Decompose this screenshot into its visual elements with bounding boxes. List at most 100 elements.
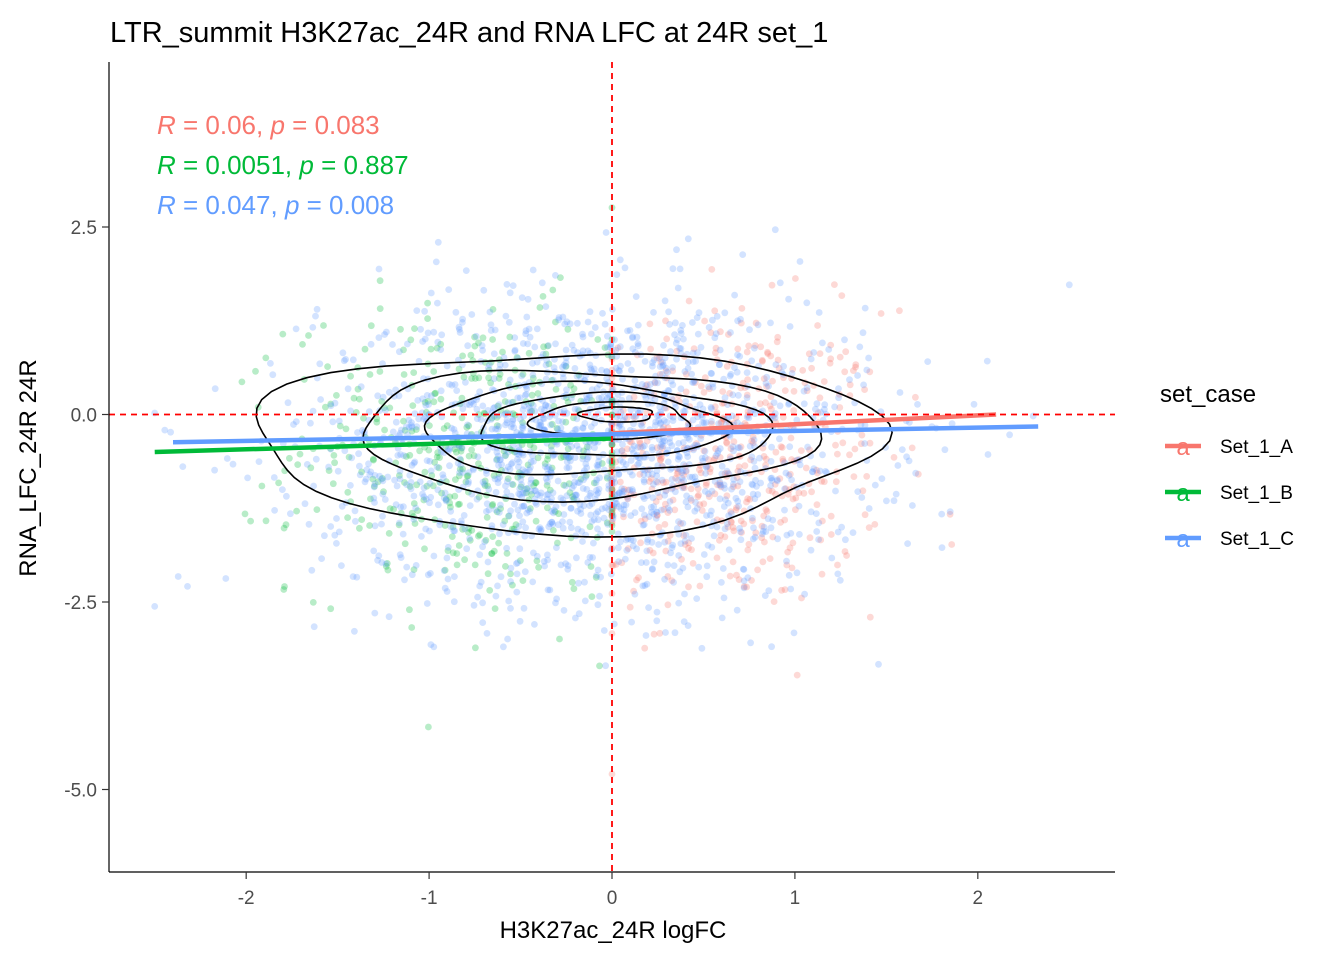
data-point-set-1-a — [733, 474, 741, 481]
data-point-set-1-c — [503, 416, 511, 424]
data-point-set-1-a — [705, 493, 713, 500]
data-point-set-1-a — [653, 511, 661, 519]
data-point-set-1-c — [593, 486, 600, 494]
data-point-set-1-b — [608, 505, 616, 512]
data-point-set-1-c — [631, 509, 639, 516]
data-point-set-1-c — [466, 401, 473, 409]
data-point-set-1-c — [423, 457, 431, 464]
data-point-set-1-c — [614, 544, 622, 552]
data-point-set-1-c — [545, 523, 553, 531]
data-point-set-1-a — [725, 331, 732, 338]
legend-label-set-1-c: Set_1_C — [1220, 529, 1294, 550]
data-point-set-1-c — [725, 546, 733, 554]
data-point-set-1-c — [503, 544, 510, 552]
data-point-set-1-c — [398, 426, 405, 434]
data-point-set-1-c — [565, 464, 573, 471]
data-point-set-1-c — [420, 415, 427, 423]
data-point-set-1-c — [577, 505, 584, 513]
data-point-set-1-c — [773, 476, 781, 484]
data-point-set-1-c — [620, 501, 628, 509]
data-point-set-1-a — [737, 517, 745, 525]
data-point-set-1-c — [353, 573, 361, 581]
data-point-set-1-c — [903, 453, 910, 461]
data-point-set-1-c — [613, 500, 621, 508]
data-point-set-1-b — [313, 506, 321, 513]
data-point-set-1-c — [629, 542, 637, 550]
data-point-set-1-c — [467, 398, 475, 406]
data-point-set-1-c — [465, 469, 473, 476]
data-point-set-1-c — [594, 508, 602, 516]
data-point-set-1-a — [744, 495, 752, 503]
data-point-set-1-c — [640, 471, 648, 478]
data-point-set-1-a — [724, 469, 732, 477]
data-point-set-1-a — [697, 469, 705, 477]
data-point-set-1-c — [578, 528, 586, 535]
data-point-set-1-c — [677, 345, 685, 352]
data-point-set-1-c — [746, 442, 754, 450]
data-point-set-1-c — [803, 299, 811, 307]
data-point-set-1-b — [421, 545, 428, 553]
data-point-set-1-c — [414, 397, 422, 404]
data-point-set-1-c — [776, 402, 784, 410]
data-point-set-1-b — [324, 363, 331, 370]
data-point-set-1-b — [502, 563, 509, 570]
data-point-set-1-c — [946, 508, 954, 515]
data-point-set-1-a — [708, 266, 716, 273]
data-point-set-1-b — [397, 325, 404, 333]
data-point-set-1-c — [693, 595, 701, 602]
data-point-set-1-c — [725, 414, 733, 421]
data-point-set-1-c — [764, 515, 772, 523]
data-point-set-1-a — [660, 506, 668, 513]
data-point-set-1-a — [748, 437, 756, 445]
data-point-set-1-c — [375, 265, 383, 273]
data-point-set-1-c — [494, 425, 501, 433]
data-point-set-1-c — [581, 420, 589, 427]
data-point-set-1-a — [664, 509, 672, 516]
data-point-set-1-c — [638, 381, 646, 388]
data-point-set-1-b — [373, 415, 381, 423]
data-point-set-1-c — [675, 552, 683, 559]
data-point-set-1-c — [715, 420, 722, 427]
data-point-set-1-b — [577, 475, 585, 483]
data-point-set-1-c — [734, 419, 741, 426]
data-point-set-1-c — [515, 458, 523, 466]
data-point-set-1-c — [464, 342, 472, 350]
data-point-set-1-c — [629, 345, 637, 353]
data-point-set-1-b — [495, 539, 502, 547]
data-point-set-1-a — [678, 555, 685, 563]
data-point-set-1-a — [814, 469, 821, 477]
data-point-set-1-c — [767, 482, 774, 489]
data-point-set-1-c — [676, 265, 684, 273]
data-point-set-1-c — [437, 387, 445, 395]
data-point-set-1-c — [542, 303, 550, 310]
data-point-set-1-b — [459, 525, 466, 533]
data-point-set-1-c — [537, 422, 544, 429]
data-point-set-1-b — [461, 556, 468, 564]
data-point-set-1-a — [740, 583, 748, 591]
data-point-set-1-a — [657, 456, 664, 464]
data-point-set-1-b — [482, 536, 490, 544]
data-point-set-1-c — [408, 419, 415, 426]
data-point-set-1-b — [421, 468, 429, 476]
data-point-set-1-c — [590, 365, 598, 373]
data-point-set-1-c — [417, 325, 424, 333]
data-point-set-1-c — [643, 547, 651, 555]
data-point-set-1-c — [603, 473, 611, 480]
data-point-set-1-c — [428, 392, 435, 400]
data-point-set-1-a — [623, 445, 631, 453]
data-point-set-1-a — [690, 345, 698, 353]
data-point-set-1-c — [339, 349, 347, 357]
data-point-set-1-a — [747, 456, 754, 464]
data-point-set-1-c — [545, 342, 552, 349]
data-point-set-1-c — [487, 321, 495, 329]
data-point-set-1-c — [445, 286, 453, 293]
data-point-set-1-a — [808, 488, 815, 496]
data-point-set-1-c — [374, 556, 381, 564]
data-point-set-1-c — [533, 358, 541, 366]
data-point-set-1-a — [624, 545, 632, 552]
data-point-set-1-c — [500, 354, 508, 361]
data-point-set-1-c — [681, 537, 689, 545]
data-point-set-1-c — [476, 551, 484, 559]
data-point-set-1-c — [509, 416, 517, 423]
